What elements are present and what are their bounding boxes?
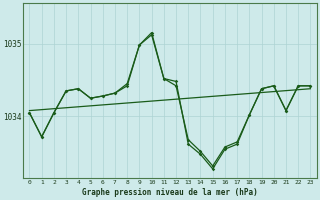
X-axis label: Graphe pression niveau de la mer (hPa): Graphe pression niveau de la mer (hPa) (82, 188, 258, 197)
